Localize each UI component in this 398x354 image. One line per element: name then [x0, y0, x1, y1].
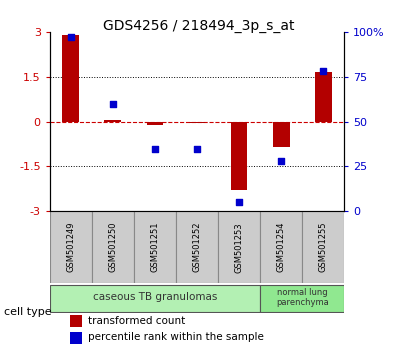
Bar	[70, 332, 82, 343]
Bar	[70, 315, 82, 327]
Bar	[146, 121, 163, 125]
Text: GSM501252: GSM501252	[193, 222, 201, 273]
Bar	[315, 72, 332, 121]
FancyBboxPatch shape	[218, 211, 260, 283]
Text: GSM501251: GSM501251	[150, 222, 160, 273]
Bar	[231, 121, 248, 190]
FancyBboxPatch shape	[50, 285, 260, 312]
Point	[236, 200, 242, 205]
Point	[68, 34, 74, 40]
Bar	[62, 35, 79, 121]
Text: GDS4256 / 218494_3p_s_at: GDS4256 / 218494_3p_s_at	[103, 19, 295, 34]
Point	[152, 146, 158, 152]
FancyBboxPatch shape	[50, 211, 92, 283]
Bar	[189, 121, 205, 123]
Text: transformed count: transformed count	[88, 316, 185, 326]
FancyBboxPatch shape	[134, 211, 176, 283]
Text: GSM501249: GSM501249	[66, 222, 75, 273]
FancyBboxPatch shape	[260, 285, 344, 312]
FancyBboxPatch shape	[176, 211, 218, 283]
Bar	[273, 121, 290, 147]
Text: GSM501253: GSM501253	[234, 222, 244, 273]
FancyBboxPatch shape	[92, 211, 134, 283]
Point	[278, 158, 284, 164]
Text: GSM501250: GSM501250	[108, 222, 117, 273]
Point	[110, 101, 116, 107]
Text: normal lung
parenchyma: normal lung parenchyma	[276, 288, 329, 307]
Text: GSM501255: GSM501255	[319, 222, 328, 273]
Text: GSM501254: GSM501254	[277, 222, 286, 273]
Point	[194, 146, 200, 152]
Text: percentile rank within the sample: percentile rank within the sample	[88, 332, 264, 342]
FancyBboxPatch shape	[302, 211, 344, 283]
Text: cell type: cell type	[4, 307, 52, 317]
Bar	[104, 120, 121, 121]
FancyBboxPatch shape	[260, 211, 302, 283]
Point	[320, 69, 326, 74]
Text: caseous TB granulomas: caseous TB granulomas	[93, 292, 217, 302]
